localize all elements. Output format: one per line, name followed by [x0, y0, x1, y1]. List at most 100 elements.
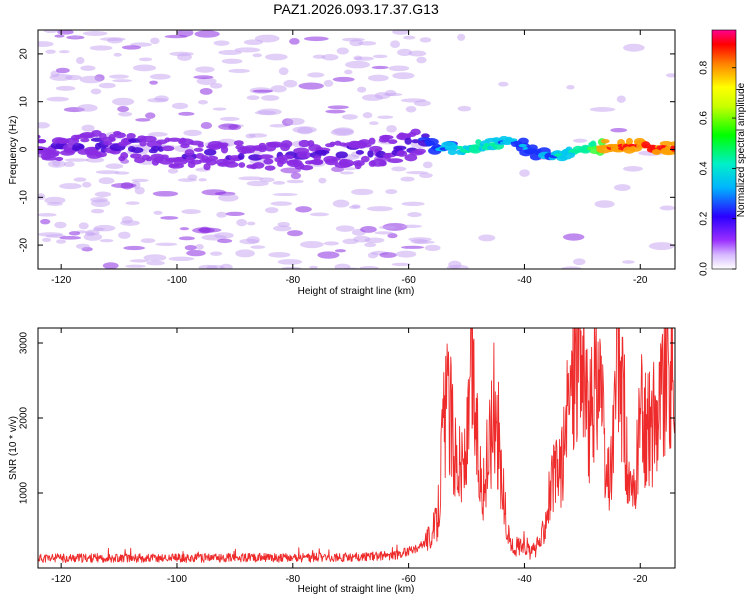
- spectrogram-noise-blob: [109, 74, 130, 79]
- spectrogram-noise-blob: [75, 243, 90, 250]
- spectrogram-noise-blob: [566, 85, 575, 90]
- spectrogram-ridge-cell: [404, 137, 412, 145]
- spectrogram-noise-blob: [44, 196, 66, 204]
- spectrogram-noise-blob: [135, 118, 151, 122]
- spectrogram-noise-blob: [248, 133, 267, 138]
- spectrogram-ridge-cell: [252, 162, 265, 169]
- spectrogram-x-tick-label: -20: [633, 275, 648, 286]
- spectrogram-noise-blob: [519, 169, 530, 177]
- spectrogram-ridge-cell: [387, 158, 404, 164]
- spectrogram-noise-blob: [99, 239, 114, 243]
- spectrogram-noise-blob: [218, 193, 239, 202]
- spectrogram-noise-blob: [659, 205, 675, 211]
- spectrogram-noise-blob: [422, 161, 433, 169]
- spectrogram-noise-blob: [102, 262, 119, 269]
- spectrogram-noise-blob: [167, 168, 179, 174]
- spectrogram-ridge-cell: [299, 164, 314, 171]
- spectrogram-ridge-cell: [298, 139, 311, 148]
- spectrogram-ridge-cell: [206, 155, 219, 161]
- spectrogram-noise-blob: [125, 264, 146, 268]
- spectrogram-noise-blob: [38, 213, 57, 217]
- spectrogram-noise-blob: [221, 58, 243, 64]
- spectrogram-noise-blob: [68, 231, 81, 236]
- spectrogram-noise-blob: [121, 45, 142, 50]
- spectrogram-noise-blob: [371, 65, 389, 70]
- spectrogram-ridge-cell: [588, 141, 596, 148]
- spectrogram-noise-blob: [160, 216, 179, 220]
- spectrogram-noise-blob: [40, 218, 51, 225]
- spectrogram-ridge-cell: [90, 130, 102, 137]
- spectrogram-ridge-core: [483, 143, 489, 147]
- spectrogram-ridge-cell: [108, 133, 116, 142]
- spectrogram-noise-blob: [196, 77, 217, 85]
- spectrogram-noise-blob: [59, 236, 82, 240]
- spectrogram-noise-blob: [396, 250, 417, 258]
- spectrogram-noise-blob: [665, 73, 675, 78]
- spectrogram-noise-blob: [374, 231, 393, 235]
- spectrogram-noise-blob: [292, 126, 317, 134]
- spectrogram-noise-blob: [123, 245, 146, 251]
- spectrogram-noise-blob: [344, 69, 353, 75]
- spectrogram-ridge-cell: [46, 150, 61, 156]
- spectrogram-noise-blob: [357, 86, 367, 93]
- spectrogram-ridge-cell: [411, 139, 420, 144]
- spectrogram-noise-blob: [312, 54, 326, 59]
- spectrogram-noise-blob: [55, 67, 70, 74]
- spectrogram-noise-blob: [186, 249, 206, 257]
- spectrogram-noise-blob: [49, 73, 73, 81]
- spectrogram-noise-blob: [388, 65, 410, 72]
- spectrogram-noise-blob: [623, 166, 643, 172]
- spectrogram-noise-blob: [234, 47, 261, 53]
- spectrogram-noise-blob: [265, 207, 279, 214]
- spectrogram-ridge-cell: [184, 149, 195, 156]
- spectrogram-noise-blob: [387, 233, 398, 239]
- spectrogram-noise-blob: [362, 112, 373, 119]
- spectrogram-noise-blob: [90, 88, 102, 95]
- spectrogram-noise-blob: [218, 49, 242, 56]
- spectrogram-ridge-cell: [258, 154, 274, 159]
- spectrogram-noise-blob: [58, 50, 70, 54]
- spectrogram-ridge-cell: [193, 147, 204, 152]
- spectrogram-noise-blob: [217, 238, 233, 244]
- spectrogram-noise-blob: [46, 96, 70, 102]
- spectrogram-noise-blob: [212, 107, 227, 111]
- spectrogram-ridge-cell: [120, 151, 129, 160]
- spectrogram-ridge-cell: [55, 156, 64, 161]
- spectrogram-noise-blob: [52, 159, 61, 167]
- spectrogram-x-tick-label: -40: [517, 275, 532, 286]
- spectrogram-ridge-cell: [447, 149, 457, 156]
- spectrogram-noise-blob: [225, 211, 245, 216]
- spectrogram-ridge-cell: [558, 154, 573, 160]
- spectrogram-noise-blob: [181, 30, 194, 33]
- snr-x-tick-label: -40: [517, 574, 532, 585]
- spectrogram-noise-blob: [152, 190, 179, 197]
- spectrogram-noise-blob: [54, 221, 67, 229]
- spectrogram-noise-blob: [385, 189, 398, 195]
- spectrogram-noise-blob: [254, 110, 277, 115]
- colorbar-tick-label: 0.8: [699, 60, 710, 74]
- spectrogram-ridge-cell: [150, 145, 161, 152]
- spectrogram-noise-blob: [76, 56, 85, 65]
- colorbar-tick-label: 0.2: [699, 211, 710, 225]
- spectrogram-x-tick-label: -100: [167, 275, 187, 286]
- spectrogram-ridge-core: [671, 146, 675, 150]
- spectrogram-noise-blob: [351, 204, 361, 208]
- spectrogram-ridge-cell: [189, 159, 202, 165]
- snr-y-tick-label: 2000: [19, 406, 30, 429]
- spectrogram-noise-blob: [332, 76, 355, 82]
- spectrogram-noise-blob: [171, 102, 189, 110]
- spectrogram-noise-blob: [148, 132, 168, 137]
- spectrogram-noise-blob: [390, 40, 401, 48]
- spectrogram-noise-blob: [391, 262, 411, 267]
- snr-y-label: SNR (10 * v/v): [8, 416, 19, 480]
- spectrogram-noise-blob: [81, 124, 95, 132]
- spectrogram-noise-blob: [369, 121, 379, 126]
- spectrogram-ridge-cell: [270, 143, 281, 148]
- spectrogram-ridge-cell: [409, 150, 424, 156]
- spectrogram-noise-blob: [90, 197, 108, 203]
- spectrogram-noise-blob: [386, 125, 397, 133]
- spectrogram-noise-blob: [623, 43, 645, 52]
- spectrogram-noise-blob: [303, 36, 329, 42]
- spectrogram-noise-blob: [54, 34, 65, 38]
